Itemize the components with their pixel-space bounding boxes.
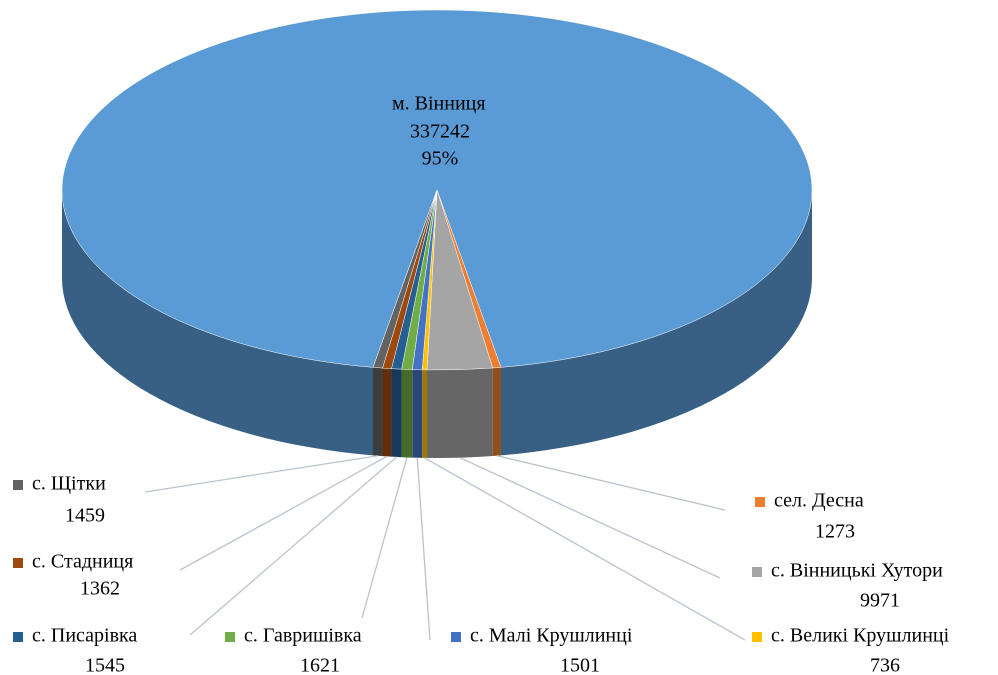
data-label-name: с. Гавришівка xyxy=(244,625,362,647)
leader-line xyxy=(361,457,408,619)
slice-side xyxy=(412,369,423,458)
leader-line xyxy=(496,455,726,511)
leader-line xyxy=(424,457,746,641)
slice-side xyxy=(373,367,383,457)
data-label-value: 1621 xyxy=(300,655,340,675)
legend-key xyxy=(752,567,762,577)
slice xyxy=(372,189,438,369)
leader-line xyxy=(144,455,378,493)
data-label-value: 1501 xyxy=(560,655,600,675)
leader-line xyxy=(189,456,397,636)
data-label-value: 1362 xyxy=(80,578,120,600)
leader-line xyxy=(459,457,721,579)
data-label-value: 1459 xyxy=(65,505,105,527)
data-label-name: с. Стадниця xyxy=(32,551,133,573)
data-label-name: с. Щітки xyxy=(32,473,106,495)
legend-key xyxy=(755,497,765,507)
legend-key xyxy=(225,632,235,642)
slice-side xyxy=(500,190,812,456)
slice-side xyxy=(61,190,374,456)
legend-key xyxy=(13,558,23,568)
data-label-value: 736 xyxy=(870,655,900,675)
data-label-percent: 95% xyxy=(422,148,459,170)
slice-side xyxy=(422,369,428,458)
slice-side xyxy=(401,369,413,458)
legend-key xyxy=(752,632,762,642)
slice-side xyxy=(382,368,392,457)
slice xyxy=(61,9,813,368)
legend-key xyxy=(451,632,461,642)
legend-key xyxy=(13,480,23,490)
data-label-value: 9971 xyxy=(860,590,900,612)
data-label-value: 1273 xyxy=(815,521,855,543)
data-label-name: сел. Десна xyxy=(774,490,864,512)
data-label-name: м. Вінниця xyxy=(392,93,486,115)
slice-side xyxy=(391,368,402,458)
data-label-name: с. Вінницькі Хутори xyxy=(771,560,943,582)
data-label-value: 1545 xyxy=(85,655,125,675)
data-label-name: с. Писарівка xyxy=(32,625,137,647)
leader-line xyxy=(179,455,388,571)
legend-key xyxy=(13,632,23,642)
data-label-name: с. Великі Крушлинці xyxy=(771,625,950,647)
slice-side xyxy=(492,367,501,457)
leader-line xyxy=(416,457,431,641)
slice-side xyxy=(427,368,493,458)
data-label-name: с. Малі Крушлинці xyxy=(470,625,633,647)
legend-key xyxy=(373,100,383,110)
data-label-value: 337242 xyxy=(410,121,470,143)
